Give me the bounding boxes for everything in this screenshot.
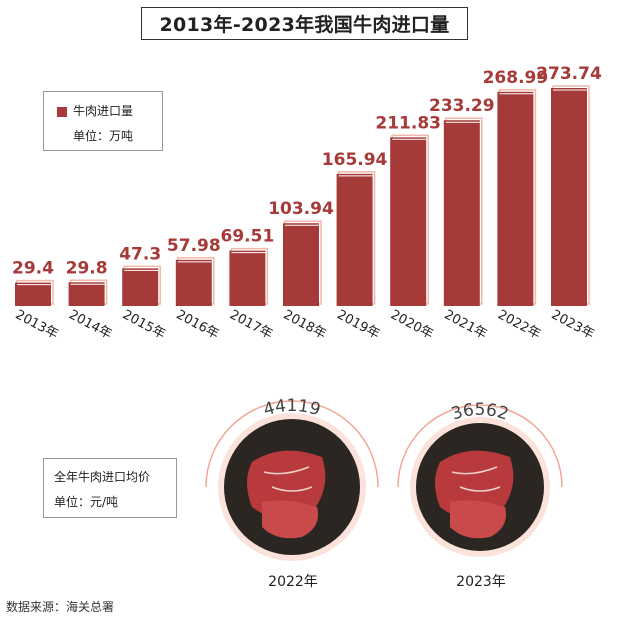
legend-swatch	[57, 107, 67, 117]
value-label: 233.29	[429, 96, 495, 116]
legend: 牛肉进口量 单位：万吨	[43, 91, 163, 151]
bar	[68, 282, 105, 306]
bar	[15, 282, 51, 306]
price-label: 全年牛肉进口均价	[54, 470, 151, 484]
bar	[497, 91, 534, 307]
data-source: 数据来源：海关总署	[6, 600, 115, 614]
bar	[551, 88, 587, 306]
value-label: 47.3	[119, 244, 161, 264]
bar	[175, 259, 212, 306]
tick-label: 2021年	[442, 307, 490, 342]
legend-unit: 单位：万吨	[73, 129, 134, 143]
tick-label: 2020年	[388, 307, 436, 342]
value-label: 268.99	[483, 68, 549, 88]
value-label: 29.4	[12, 259, 54, 279]
bar	[336, 173, 373, 306]
tick-label: 2019年	[334, 307, 382, 342]
bar	[122, 268, 159, 306]
value-label: 69.51	[221, 227, 275, 247]
meat-piece	[262, 500, 318, 539]
value-label: 57.98	[167, 236, 221, 256]
value-label: 273.74	[536, 64, 602, 84]
tick-label: 2022年	[495, 307, 543, 342]
price-arc	[205, 400, 379, 488]
meat-marbling	[263, 466, 313, 492]
tick-label: 2013年	[13, 307, 61, 342]
bar	[443, 120, 480, 307]
legend-series-name: 牛肉进口量	[73, 104, 134, 118]
value-label: 103.94	[268, 199, 334, 219]
price-arc	[397, 404, 563, 488]
price-year-2023: 2023年	[456, 574, 506, 590]
price-year-2022: 2022年	[268, 574, 318, 590]
chart-title: 2013年-2023年我国牛肉进口量	[141, 7, 468, 40]
bar	[229, 250, 266, 306]
value-label: 165.94	[322, 150, 388, 170]
tick-label: 2016年	[174, 307, 222, 342]
tick-label: 2017年	[227, 307, 275, 342]
bar	[390, 137, 427, 306]
meat-marbling	[451, 466, 501, 492]
price-unit: 单位：元/吨	[54, 495, 119, 509]
meat-piece	[450, 500, 506, 539]
tick-label: 2018年	[281, 307, 329, 342]
tick-label: 2023年	[549, 307, 597, 342]
bar	[283, 223, 319, 306]
tick-label: 2015年	[120, 307, 168, 342]
price-legend: 全年牛肉进口均价 单位：元/吨	[43, 458, 177, 518]
value-label: 211.83	[375, 113, 441, 133]
tick-label: 2014年	[66, 307, 114, 342]
value-label: 29.8	[66, 258, 108, 278]
